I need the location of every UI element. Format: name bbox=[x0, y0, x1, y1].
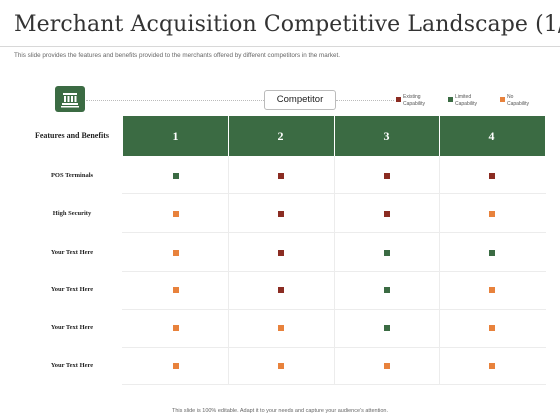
row-label: POS Terminals bbox=[50, 172, 94, 179]
capability-marker-existing bbox=[278, 173, 284, 179]
capability-marker-none bbox=[489, 325, 495, 331]
capability-marker-existing bbox=[278, 287, 284, 293]
capability-marker-limited bbox=[172, 173, 179, 179]
capability-marker-existing bbox=[489, 173, 495, 179]
legend-none: No Capability bbox=[507, 94, 529, 107]
capability-marker-none bbox=[172, 363, 179, 369]
legend-limited: Limited Capability bbox=[455, 94, 477, 107]
footer-note: This slide is 100% editable. Adapt it to… bbox=[172, 408, 388, 414]
legend-none-line1: No bbox=[507, 94, 514, 100]
header-divider bbox=[228, 116, 229, 156]
capability-marker-none bbox=[172, 250, 179, 256]
legend-existing-swatch bbox=[396, 97, 401, 102]
row-divider bbox=[122, 347, 546, 348]
column-divider bbox=[228, 156, 229, 384]
row-label: High Security bbox=[52, 210, 92, 217]
page-title: Merchant Acquisition Competitive Landsca… bbox=[14, 12, 560, 37]
header-divider bbox=[334, 116, 335, 156]
connector-line-left bbox=[86, 100, 264, 101]
column-header-1: 1 bbox=[172, 129, 179, 143]
competitor-label: Competitor bbox=[264, 90, 336, 110]
capability-marker-none bbox=[489, 211, 495, 217]
capability-marker-none bbox=[278, 325, 284, 331]
legend-existing-line1: Existing bbox=[403, 94, 421, 100]
legend-limited-swatch bbox=[448, 97, 453, 102]
row-label: Your Text Here bbox=[50, 324, 94, 331]
header-divider bbox=[439, 116, 440, 156]
capability-marker-limited bbox=[489, 250, 495, 256]
row-divider bbox=[122, 232, 546, 233]
title-divider bbox=[0, 46, 560, 47]
row-divider bbox=[122, 193, 546, 194]
column-header-3: 3 bbox=[383, 129, 390, 143]
capability-marker-limited bbox=[383, 325, 390, 331]
capability-marker-none bbox=[278, 363, 284, 369]
column-divider bbox=[439, 156, 440, 384]
row-divider bbox=[122, 271, 546, 272]
legend-limited-line1: Limited bbox=[455, 94, 472, 100]
column-divider bbox=[334, 156, 335, 384]
capability-marker-none bbox=[172, 211, 179, 217]
row-label: Your Text Here bbox=[50, 362, 94, 369]
capability-marker-limited bbox=[383, 287, 390, 293]
connector-line-right bbox=[336, 100, 394, 101]
capability-marker-existing bbox=[383, 211, 390, 217]
capability-marker-limited bbox=[383, 250, 390, 256]
row-divider bbox=[122, 384, 546, 385]
capability-marker-existing bbox=[278, 250, 284, 256]
column-header-2: 2 bbox=[277, 129, 284, 143]
row-divider bbox=[122, 309, 546, 310]
capability-marker-none bbox=[383, 363, 390, 369]
building-icon bbox=[55, 86, 85, 112]
legend-existing-line2: Capability bbox=[403, 100, 425, 107]
capability-marker-existing bbox=[383, 173, 390, 179]
features-header: Features and Benefits bbox=[34, 131, 110, 140]
row-label: Your Text Here bbox=[50, 286, 94, 293]
capability-marker-existing bbox=[278, 211, 284, 217]
page-subtitle: This slide provides the features and ben… bbox=[14, 52, 340, 59]
capability-marker-none bbox=[172, 287, 179, 293]
row-label: Your Text Here bbox=[50, 249, 94, 256]
legend-none-line2: Capability bbox=[507, 100, 529, 107]
legend-none-swatch bbox=[500, 97, 505, 102]
capability-marker-none bbox=[489, 363, 495, 369]
capability-marker-none bbox=[489, 287, 495, 293]
legend-existing: Existing Capability bbox=[403, 94, 425, 107]
legend-limited-line2: Capability bbox=[455, 100, 477, 107]
capability-marker-none bbox=[172, 325, 179, 331]
column-header-4: 4 bbox=[488, 129, 495, 143]
